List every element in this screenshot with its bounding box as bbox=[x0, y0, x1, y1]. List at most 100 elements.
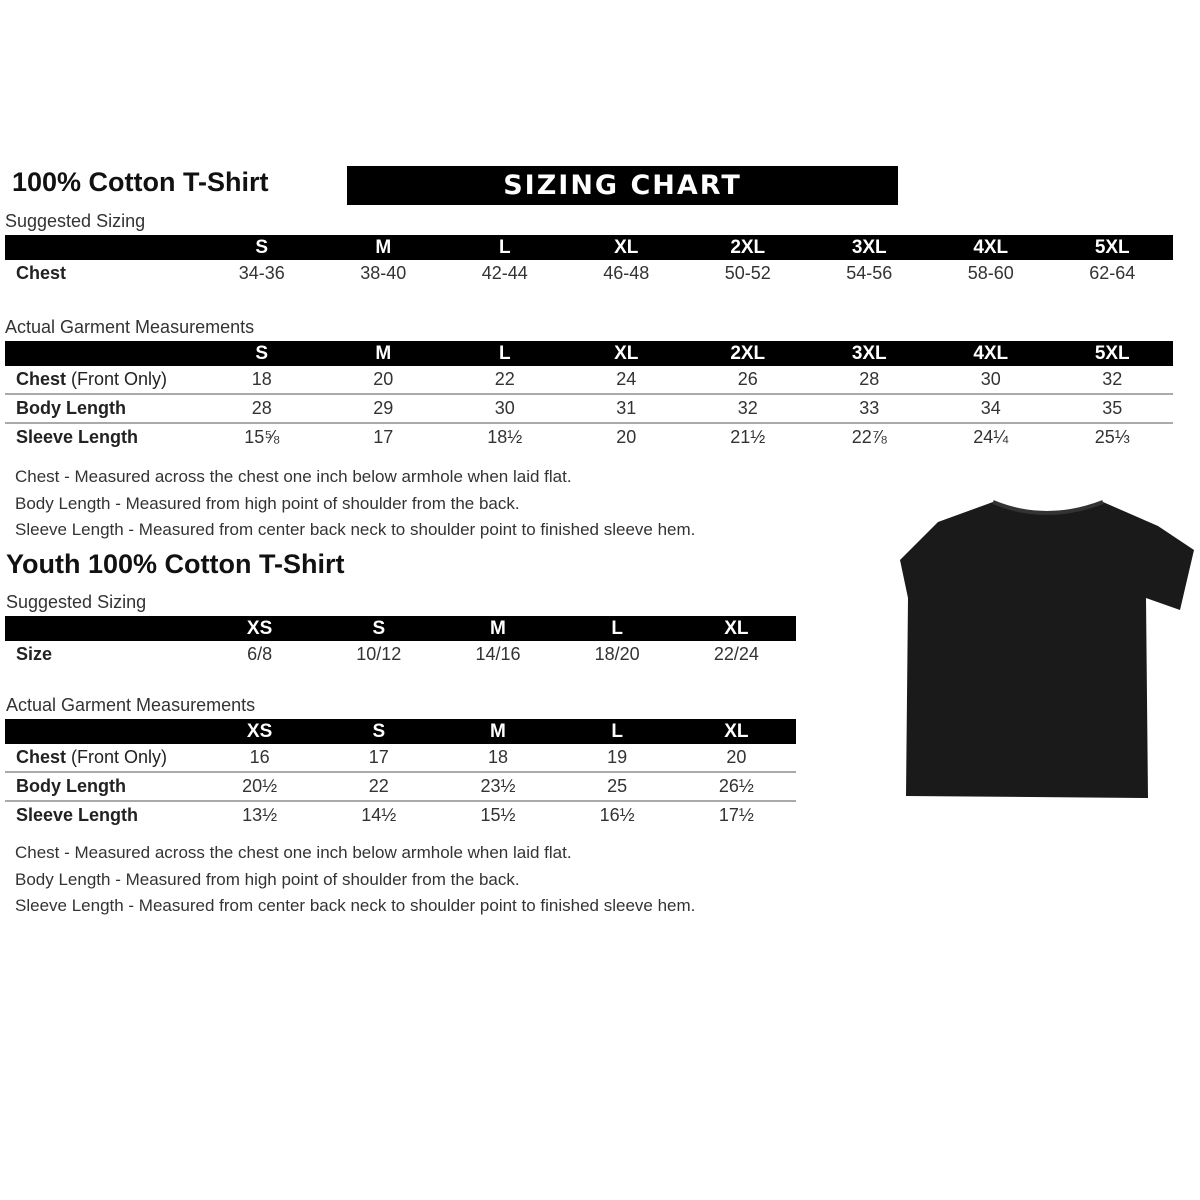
table-cell: 14½ bbox=[361, 805, 397, 825]
table-cell: 30 bbox=[444, 394, 566, 424]
size-header: 2XL bbox=[687, 235, 809, 260]
measurement-note: Chest - Measured across the chest one in… bbox=[15, 467, 572, 486]
size-header: S bbox=[201, 235, 323, 260]
row-label: Chest bbox=[16, 263, 67, 283]
youth-suggested-table: XS S M L XL Size 6/8 10/12 14/16 18/20 22/24 bbox=[5, 616, 796, 668]
size-header: M bbox=[322, 341, 444, 366]
table-cell: 28 bbox=[808, 366, 930, 395]
table-cell: 17 bbox=[319, 744, 439, 773]
table-cell: 42-44 bbox=[481, 263, 528, 283]
table-cell: 14/16 bbox=[475, 644, 521, 664]
size-header: XS bbox=[200, 616, 320, 641]
size-header: 4XL bbox=[930, 235, 1052, 260]
size-header: XS bbox=[200, 719, 320, 744]
size-header: 4XL bbox=[930, 341, 1052, 366]
table-cell: 22 bbox=[319, 772, 439, 802]
row-label: Chest (Front Only) bbox=[5, 744, 200, 773]
table-cell: 16 bbox=[200, 744, 320, 773]
table-cell: 16½ bbox=[599, 805, 635, 825]
row-label: Chest (Front Only) bbox=[5, 366, 201, 395]
adult-suggested-table: S M L XL 2XL 3XL 4XL 5XL Chest 34-36 38-40 42-44 46-… bbox=[5, 235, 1173, 287]
measurement-note: Body Length - Measured from high point o… bbox=[15, 493, 520, 513]
table-cell: 15½ bbox=[480, 805, 516, 825]
sizing-chart-banner: SIZING CHART bbox=[347, 166, 898, 205]
table-cell: 19 bbox=[557, 744, 677, 773]
table-row: Sleeve Length 13½ 14½ 15½ 16½ 17½ bbox=[5, 801, 796, 829]
table-row: Body Length 28 29 30 31 32 33 34 35 bbox=[5, 394, 1173, 424]
table-cell: 6/8 bbox=[247, 644, 273, 664]
row-label: Size bbox=[16, 644, 53, 664]
size-header: M bbox=[438, 719, 558, 744]
table-cell: 29 bbox=[322, 394, 444, 424]
table-cell: 20 bbox=[616, 427, 637, 447]
table-cell: 17½ bbox=[718, 805, 754, 825]
size-header-row: XS S M L XL bbox=[5, 719, 796, 744]
table-cell: 28 bbox=[201, 394, 323, 424]
size-header: 2XL bbox=[687, 341, 809, 366]
adult-actual-label: Actual Garment Measurements bbox=[5, 317, 255, 337]
table-row: Sleeve Length 15⅝ 17 18½ 20 21½ 22⅞ 24¼ 25⅓ bbox=[5, 423, 1173, 451]
youth-notes: Chest - Measured across the chest one in… bbox=[15, 843, 695, 923]
youth-title: Youth 100% Cotton T-Shirt bbox=[6, 549, 345, 579]
youth-actual-label: Actual Garment Measurements bbox=[6, 695, 256, 715]
table-cell: 35 bbox=[1051, 394, 1173, 424]
table-row: Chest (Front Only) 16 17 18 19 20 bbox=[5, 744, 796, 773]
adult-suggested-label: Suggested Sizing bbox=[5, 211, 146, 231]
table-cell: 32 bbox=[687, 394, 809, 424]
row-label: Body Length bbox=[5, 394, 201, 424]
table-cell: 20 bbox=[676, 744, 796, 773]
size-header: XL bbox=[676, 616, 796, 641]
table-cell: 24 bbox=[565, 366, 687, 395]
size-header: XL bbox=[565, 235, 687, 260]
youth-suggested-label: Suggested Sizing bbox=[6, 592, 147, 612]
table-cell: 13½ bbox=[242, 805, 278, 825]
size-header: S bbox=[319, 616, 439, 641]
size-header: XL bbox=[676, 719, 796, 744]
table-cell: 26½ bbox=[676, 772, 796, 802]
table-cell: 23½ bbox=[438, 772, 558, 802]
size-header-row: XS S M L XL bbox=[5, 616, 796, 641]
table-cell: 10/12 bbox=[356, 644, 402, 664]
table-cell: 18 bbox=[438, 744, 558, 773]
size-header: M bbox=[438, 616, 558, 641]
size-header: S bbox=[201, 341, 323, 366]
table-row: Size 6/8 10/12 14/16 18/20 22/24 bbox=[5, 641, 796, 668]
table-cell: 62-64 bbox=[1089, 263, 1136, 283]
size-header: M bbox=[322, 235, 444, 260]
table-cell: 18½ bbox=[487, 427, 523, 447]
table-cell: 34 bbox=[930, 394, 1052, 424]
table-cell: 18 bbox=[201, 366, 323, 395]
size-header: 3XL bbox=[808, 235, 930, 260]
row-label: Sleeve Length bbox=[16, 427, 139, 447]
table-cell: 25⅓ bbox=[1094, 427, 1130, 447]
table-cell: 26 bbox=[687, 366, 809, 395]
measurement-note: Body Length - Measured from high point o… bbox=[15, 869, 520, 889]
table-cell: 31 bbox=[565, 394, 687, 424]
size-header-row: S M L XL 2XL 3XL 4XL 5XL bbox=[5, 235, 1173, 260]
adult-notes: Chest - Measured across the chest one in… bbox=[15, 467, 695, 547]
table-cell: 50-52 bbox=[724, 263, 771, 283]
youth-actual-table: XS S M L XL Chest (Front Only) 16 17 18 19 20 Body … bbox=[5, 719, 796, 829]
size-header: L bbox=[557, 719, 677, 744]
measurement-note: Chest - Measured across the chest one in… bbox=[15, 843, 572, 862]
size-header: L bbox=[444, 341, 566, 366]
table-cell: 46-48 bbox=[603, 263, 650, 283]
measurement-note: Sleeve Length - Measured from center bac… bbox=[15, 520, 696, 539]
table-cell: 20 bbox=[322, 366, 444, 395]
table-cell: 33 bbox=[808, 394, 930, 424]
size-header: S bbox=[319, 719, 439, 744]
table-cell: 32 bbox=[1051, 366, 1173, 395]
table-cell: 22 bbox=[444, 366, 566, 395]
table-cell: 24¼ bbox=[973, 427, 1009, 447]
table-cell: 54-56 bbox=[846, 263, 893, 283]
row-label: Body Length bbox=[5, 772, 200, 802]
table-cell: 21½ bbox=[730, 427, 766, 447]
table-cell: 20½ bbox=[200, 772, 320, 802]
table-cell: 15⅝ bbox=[244, 427, 280, 447]
size-header: XL bbox=[565, 341, 687, 366]
size-header: L bbox=[444, 235, 566, 260]
table-cell: 17 bbox=[373, 427, 394, 447]
table-cell: 30 bbox=[930, 366, 1052, 395]
table-cell: 18/20 bbox=[594, 644, 640, 664]
